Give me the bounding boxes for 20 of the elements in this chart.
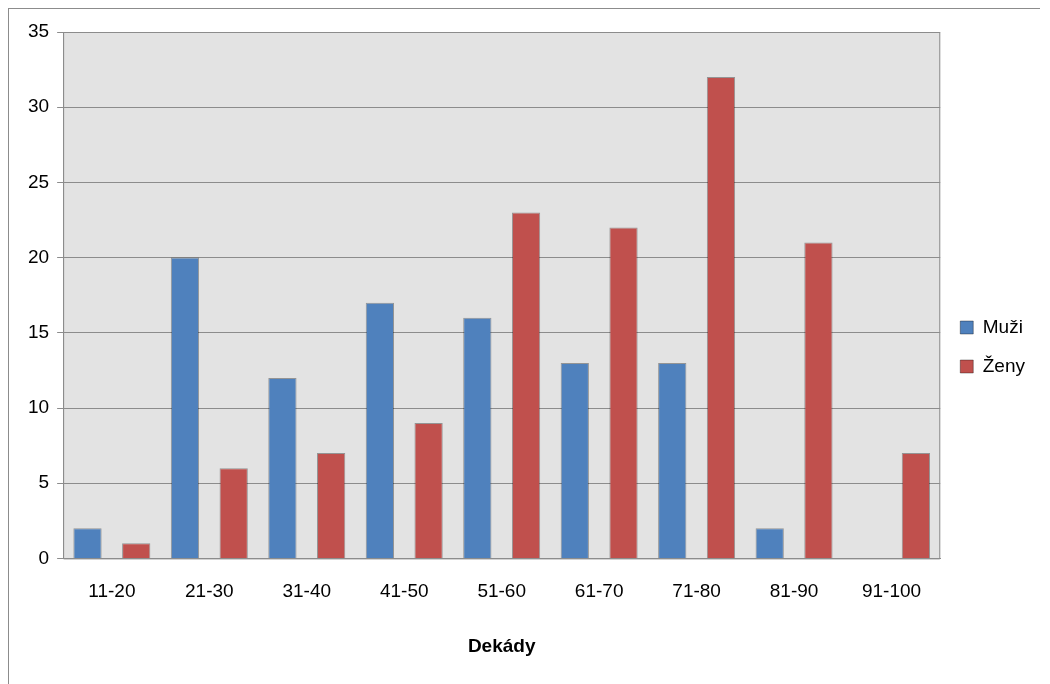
legend-label: Muži — [982, 315, 1023, 337]
y-tick-label: 15 — [27, 321, 50, 343]
x-tick-label: 51-60 — [477, 580, 526, 602]
y-tick-label: 10 — [27, 396, 50, 418]
x-tick-label: 11-20 — [88, 580, 136, 602]
x-axis-title: Dekády — [467, 634, 536, 656]
x-tick-label: 21-30 — [185, 580, 234, 602]
y-tick-label: 20 — [27, 245, 50, 267]
x-tick-label: 71-80 — [672, 580, 721, 602]
y-tick-label: 25 — [27, 170, 50, 192]
legend-label: Ženy — [982, 354, 1026, 376]
x-tick-label: 61-70 — [574, 580, 624, 602]
x-tick-label: 41-50 — [379, 580, 429, 602]
x-tick-label: 31-40 — [282, 580, 332, 602]
y-tick-label: 35 — [27, 20, 50, 42]
x-tick-label: 81-90 — [769, 580, 819, 602]
y-tick-label: 5 — [38, 471, 50, 493]
x-tick-label: 91-100 — [861, 580, 922, 602]
y-tick-label: 0 — [38, 546, 50, 568]
y-tick-label: 30 — [27, 95, 50, 117]
